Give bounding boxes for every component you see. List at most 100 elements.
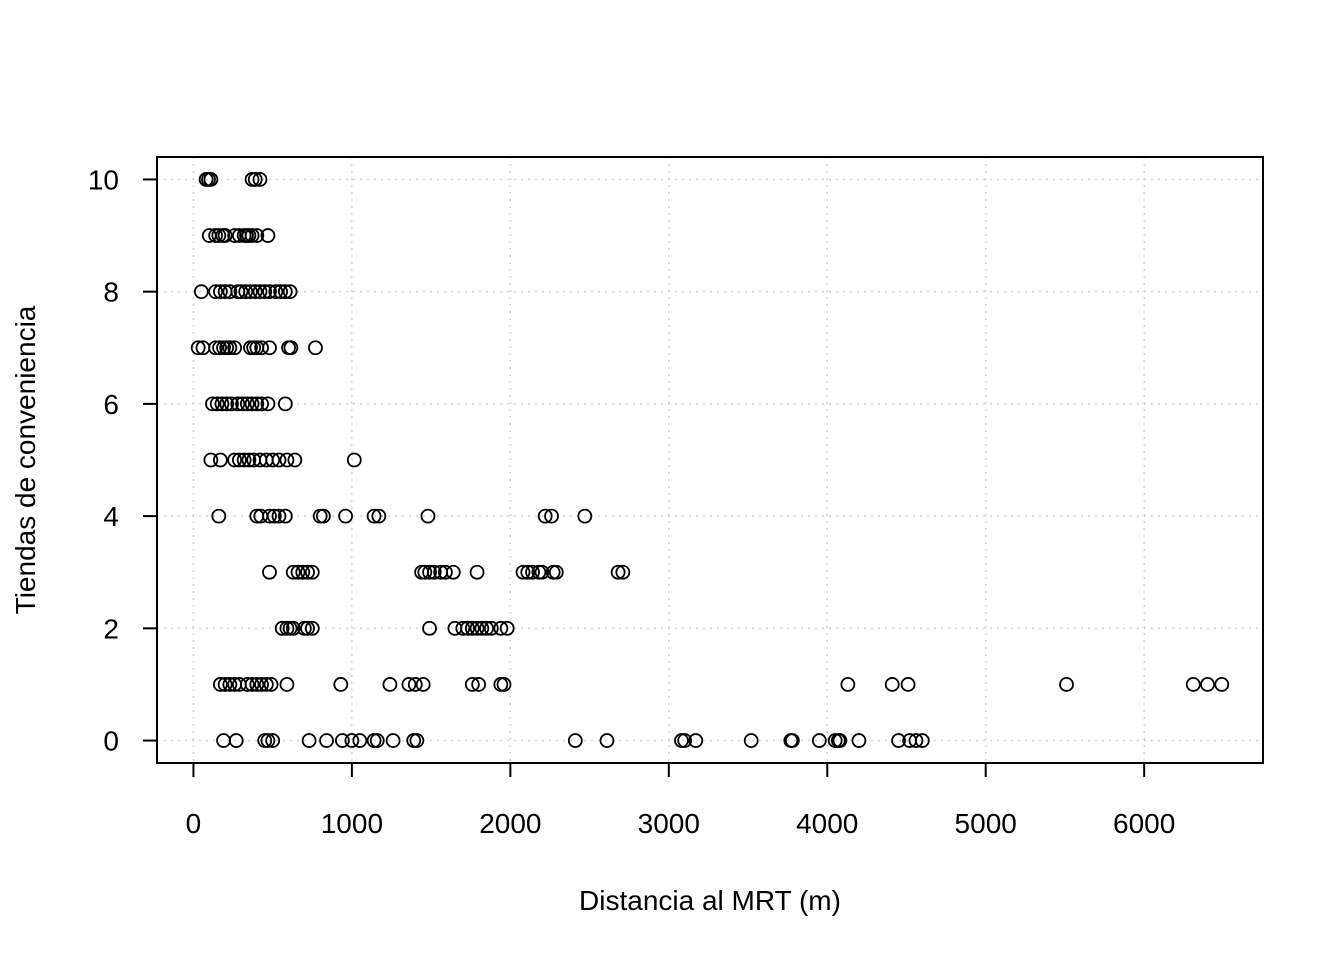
data-point — [214, 396, 230, 412]
data-point — [235, 396, 250, 412]
data-point — [851, 733, 867, 748]
data-point — [217, 228, 233, 243]
data-point — [677, 733, 693, 748]
data-point — [283, 340, 299, 356]
data-point — [219, 396, 235, 412]
data-point — [784, 733, 800, 748]
data-point — [239, 396, 255, 412]
data-point — [599, 733, 615, 748]
data-point — [212, 677, 228, 692]
y-tick-label-8: 8 — [103, 277, 119, 308]
data-point — [282, 284, 298, 300]
data-point — [300, 620, 315, 636]
data-point — [333, 677, 349, 692]
data-point — [811, 733, 827, 748]
data-point — [534, 564, 550, 580]
data-point — [222, 284, 238, 300]
data-point — [203, 172, 219, 187]
data-point — [840, 677, 856, 692]
data-point — [260, 228, 276, 243]
data-point — [247, 284, 263, 300]
data-point — [254, 677, 269, 692]
data-point — [499, 620, 515, 636]
data-point — [244, 396, 260, 412]
data-point — [483, 620, 499, 636]
data-point — [445, 564, 461, 580]
grid-lines — [157, 157, 1263, 763]
data-point — [415, 677, 431, 692]
data-point — [548, 564, 564, 580]
data-point — [249, 228, 265, 243]
data-point — [279, 677, 295, 692]
data-point — [315, 508, 331, 524]
data-point — [260, 396, 276, 412]
data-point — [474, 620, 490, 636]
data-point — [515, 564, 531, 580]
data-point — [304, 620, 320, 636]
data-point — [610, 564, 626, 580]
data-point — [346, 452, 362, 468]
data-point — [262, 508, 277, 524]
data-point — [471, 677, 487, 692]
data-point — [227, 340, 243, 356]
data-point — [537, 508, 553, 524]
data-point — [262, 340, 277, 356]
data-point — [908, 733, 924, 748]
data-points — [190, 172, 1230, 748]
data-point — [417, 564, 433, 580]
data-point — [212, 340, 227, 356]
data-point — [274, 620, 290, 636]
data-point — [239, 677, 255, 692]
data-point — [369, 733, 385, 748]
data-point — [249, 677, 265, 692]
x-tick-label-0: 0 — [186, 808, 202, 839]
data-point — [227, 228, 243, 243]
plot-frame — [156, 156, 1264, 764]
data-point — [1200, 677, 1215, 692]
data-point — [209, 396, 225, 412]
data-point — [460, 620, 475, 636]
data-point — [249, 396, 265, 412]
data-point — [241, 452, 257, 468]
data-point — [266, 508, 282, 524]
x-tick-label-3000: 3000 — [638, 808, 700, 839]
data-point — [464, 620, 480, 636]
data-point — [525, 564, 540, 580]
data-point — [304, 564, 320, 580]
data-point — [244, 228, 260, 243]
data-point — [577, 508, 593, 524]
data-point — [455, 620, 471, 636]
data-point — [1185, 677, 1201, 692]
data-point — [254, 396, 269, 412]
data-point — [268, 284, 284, 300]
y-tick-label-10: 10 — [88, 164, 119, 195]
data-point — [231, 452, 247, 468]
data-point — [262, 284, 277, 300]
data-point — [422, 620, 437, 636]
x-tick-label-6000: 6000 — [1113, 808, 1175, 839]
data-point — [243, 284, 258, 300]
x-tick-label-1000: 1000 — [321, 808, 383, 839]
y-axis-label: Tiendas de conveniencia — [10, 305, 41, 614]
data-point — [493, 620, 509, 636]
data-point — [224, 396, 239, 412]
data-point — [422, 564, 437, 580]
data-point — [437, 564, 453, 580]
y-tick-label-4: 4 — [103, 501, 119, 532]
data-point — [208, 284, 224, 300]
data-point — [228, 733, 244, 748]
data-point — [258, 677, 274, 692]
data-point — [222, 340, 238, 356]
data-point — [277, 508, 293, 524]
data-point — [193, 284, 209, 300]
data-point — [469, 564, 485, 580]
data-point — [208, 340, 224, 356]
data-point — [312, 508, 328, 524]
data-point — [420, 508, 436, 524]
data-point — [290, 564, 306, 580]
data-point — [352, 733, 368, 748]
data-point — [277, 396, 293, 412]
data-point — [334, 733, 350, 748]
data-point — [366, 508, 382, 524]
